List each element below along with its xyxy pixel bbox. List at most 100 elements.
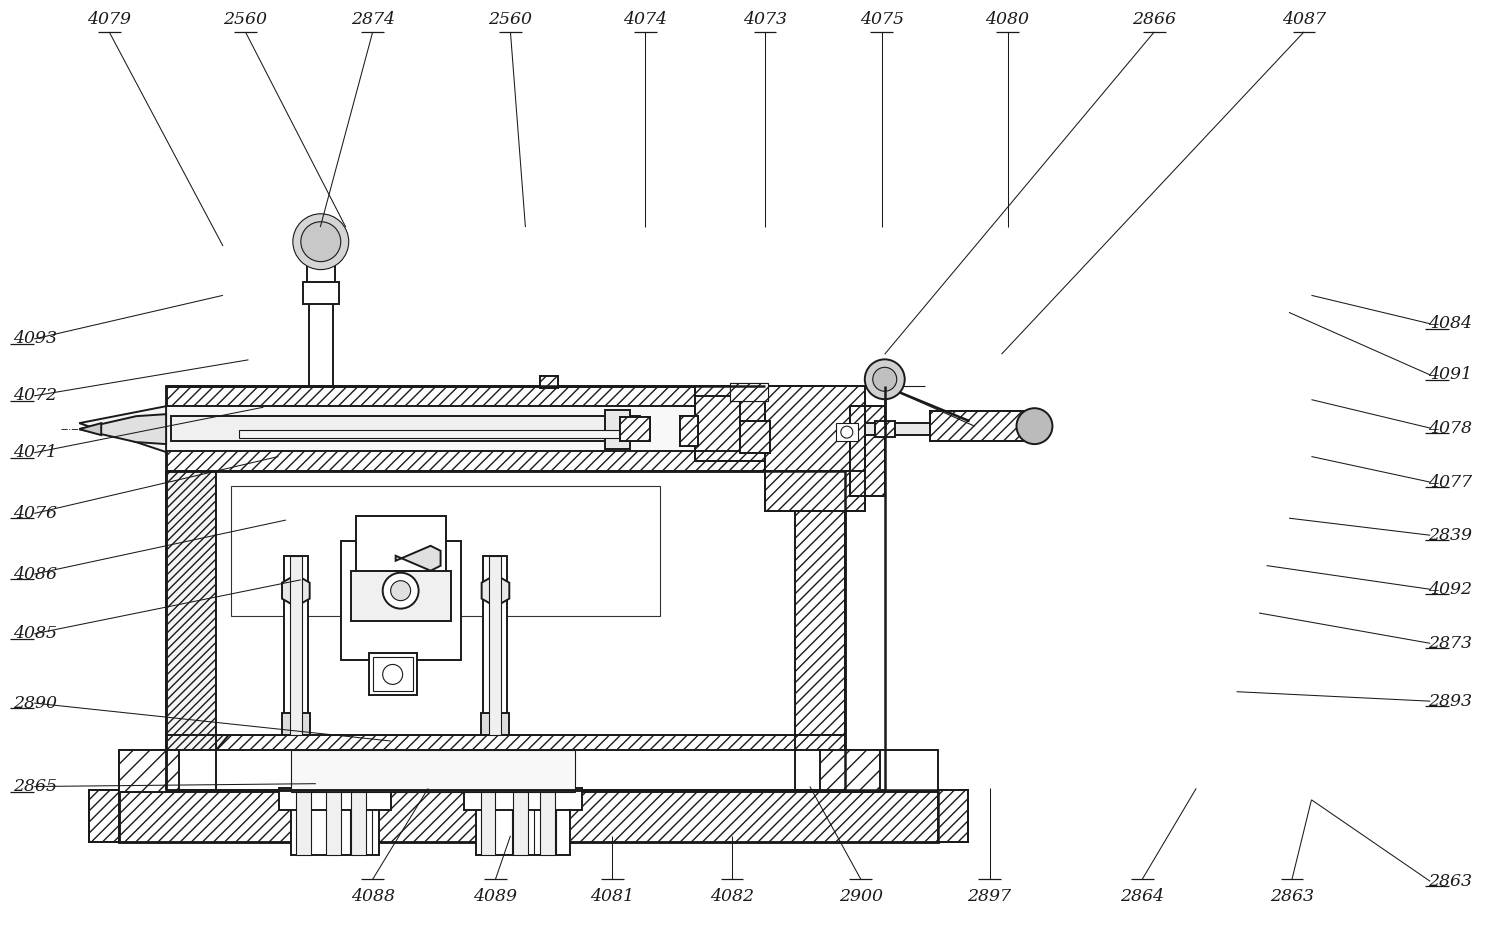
Bar — [850, 406, 885, 495]
Bar — [166, 471, 844, 790]
Bar — [730, 383, 768, 401]
Polygon shape — [80, 406, 166, 452]
Bar — [238, 430, 624, 438]
Bar — [489, 555, 501, 735]
Bar — [540, 377, 558, 388]
Bar — [850, 406, 885, 495]
Text: 4091: 4091 — [1428, 366, 1472, 383]
Bar — [290, 555, 302, 735]
Bar — [166, 471, 216, 790]
Bar — [930, 411, 1029, 441]
Text: 4086: 4086 — [13, 566, 57, 583]
Bar — [326, 790, 340, 855]
Bar — [88, 790, 118, 842]
Polygon shape — [166, 471, 242, 790]
Text: 4079: 4079 — [87, 11, 130, 28]
Text: 2890: 2890 — [13, 694, 57, 711]
Text: 4087: 4087 — [1282, 11, 1326, 28]
Text: 2864: 2864 — [1120, 888, 1164, 905]
Bar — [284, 555, 308, 735]
Bar — [930, 411, 1029, 441]
Circle shape — [873, 367, 897, 391]
Bar — [171, 417, 640, 441]
Text: 4072: 4072 — [13, 387, 57, 404]
Bar — [540, 790, 555, 855]
Bar — [740, 421, 770, 453]
Bar — [231, 486, 660, 615]
Text: 4077: 4077 — [1428, 474, 1472, 491]
Bar — [356, 515, 446, 581]
Bar — [340, 541, 460, 660]
Bar — [680, 417, 698, 446]
Bar — [166, 735, 844, 790]
Bar — [282, 713, 310, 735]
Bar — [821, 750, 880, 792]
Bar — [938, 790, 968, 842]
Bar — [874, 421, 894, 437]
Bar — [369, 653, 417, 695]
Text: 2560: 2560 — [224, 11, 267, 28]
Text: 4074: 4074 — [622, 11, 668, 28]
Text: 4075: 4075 — [859, 11, 904, 28]
Bar — [620, 417, 650, 441]
Polygon shape — [80, 415, 166, 444]
Circle shape — [302, 222, 340, 262]
Text: 2865: 2865 — [13, 778, 57, 795]
Polygon shape — [396, 546, 441, 571]
Text: 2560: 2560 — [489, 11, 532, 28]
Bar — [480, 790, 495, 855]
Polygon shape — [482, 574, 510, 607]
Circle shape — [1017, 408, 1053, 444]
Bar — [476, 790, 570, 855]
Text: 2863: 2863 — [1270, 888, 1314, 905]
Text: 4088: 4088 — [351, 888, 394, 905]
Bar — [765, 386, 865, 511]
Bar — [795, 471, 844, 790]
Text: 4082: 4082 — [710, 888, 754, 905]
Text: 4092: 4092 — [1428, 581, 1472, 598]
Bar — [308, 263, 334, 281]
Bar — [309, 301, 333, 386]
Circle shape — [842, 426, 854, 438]
Text: 2897: 2897 — [968, 888, 1011, 905]
Bar — [216, 471, 795, 735]
Bar — [694, 397, 740, 451]
Text: 4081: 4081 — [591, 888, 634, 905]
Text: 4084: 4084 — [1428, 316, 1472, 332]
Bar — [88, 790, 118, 842]
Text: 4078: 4078 — [1428, 419, 1472, 437]
Text: 2873: 2873 — [1428, 635, 1472, 651]
Text: 2900: 2900 — [839, 888, 884, 905]
Polygon shape — [80, 423, 100, 436]
Bar — [166, 386, 844, 471]
Bar — [620, 417, 650, 441]
Bar — [372, 657, 413, 691]
Bar — [765, 386, 865, 471]
Bar — [765, 386, 865, 511]
Bar — [482, 713, 510, 735]
Bar — [351, 571, 450, 621]
Bar — [166, 471, 216, 790]
Bar — [118, 750, 938, 792]
Text: 4089: 4089 — [474, 888, 518, 905]
Bar — [680, 417, 698, 446]
Text: 2839: 2839 — [1428, 527, 1472, 544]
Bar — [483, 555, 507, 735]
Bar — [118, 790, 938, 842]
Bar — [540, 377, 558, 388]
Bar — [166, 735, 844, 790]
Bar — [303, 281, 339, 303]
Text: 2893: 2893 — [1428, 692, 1472, 709]
Bar — [118, 750, 178, 792]
Circle shape — [382, 573, 418, 609]
Text: 2866: 2866 — [1132, 11, 1176, 28]
Circle shape — [390, 581, 411, 601]
Bar — [118, 790, 938, 842]
Circle shape — [865, 359, 904, 399]
Bar — [865, 423, 984, 436]
Bar — [291, 790, 378, 855]
Bar — [166, 471, 844, 790]
Text: 2874: 2874 — [351, 11, 394, 28]
Text: 4076: 4076 — [13, 505, 57, 522]
Bar — [344, 628, 458, 657]
